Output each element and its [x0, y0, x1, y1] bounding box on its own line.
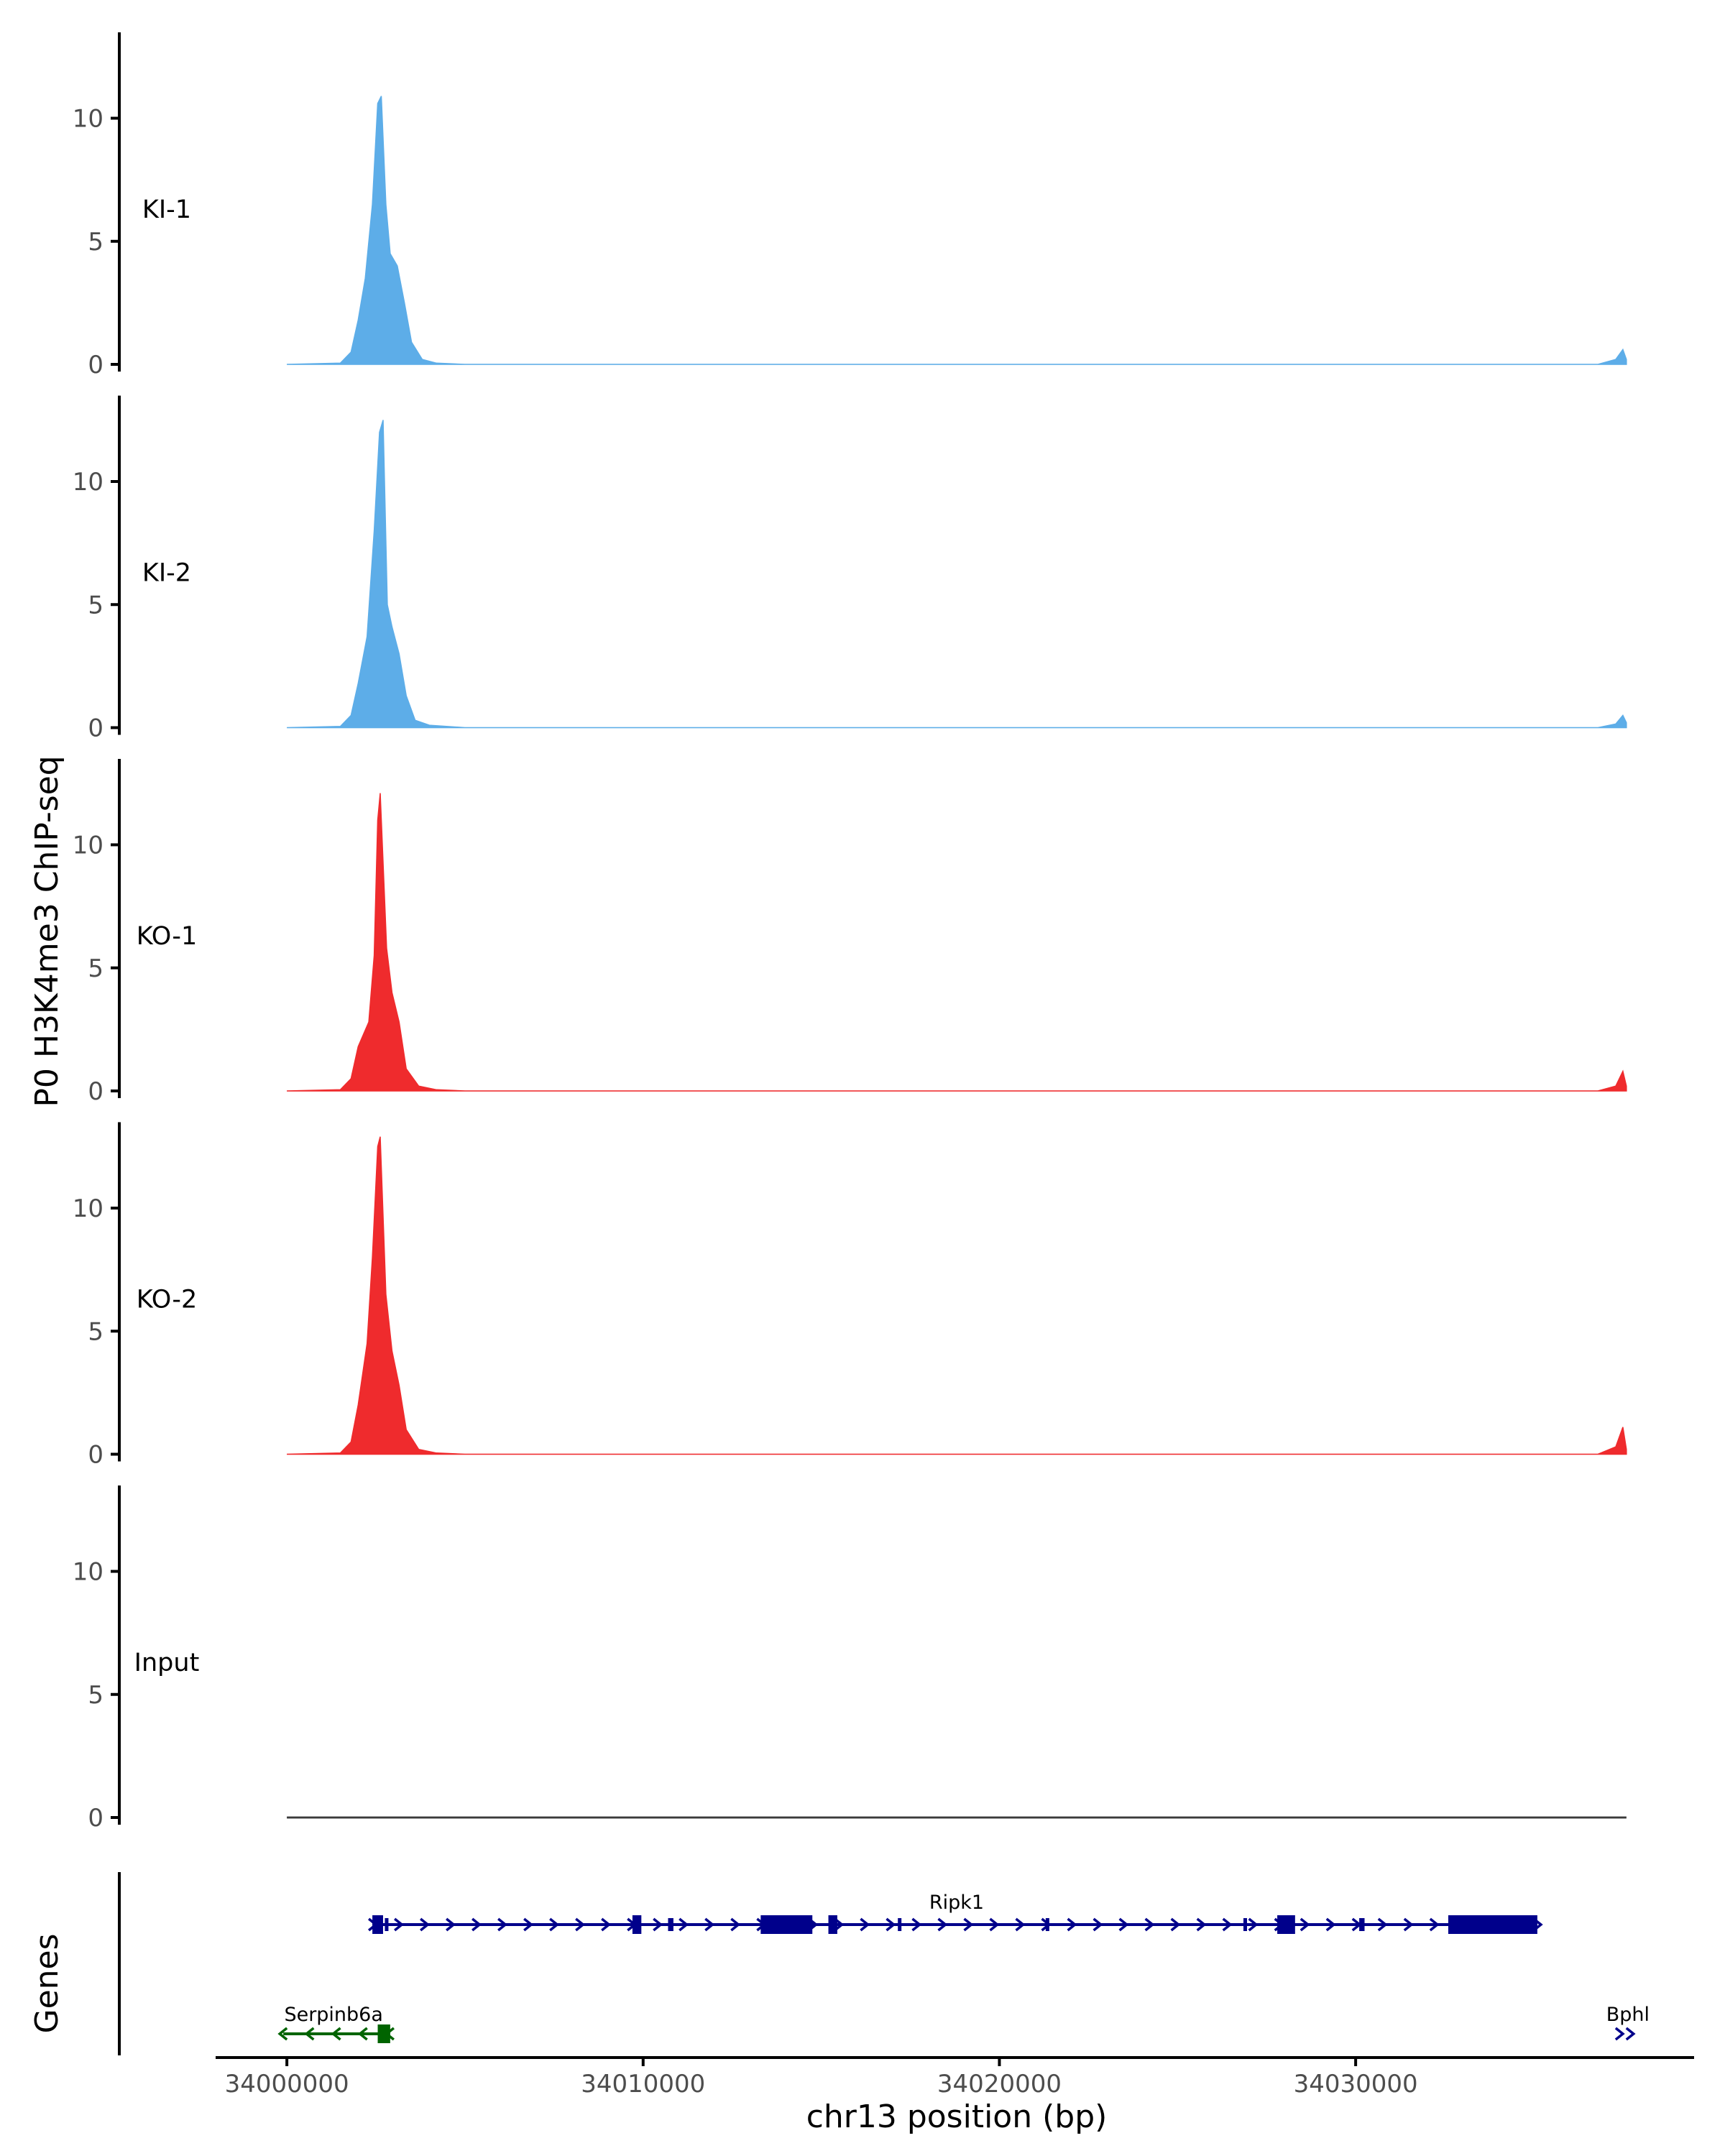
gene-label: Serpinb6a	[284, 2004, 382, 2026]
y-tick-label: 0	[88, 1441, 104, 1470]
strand-arrow	[1300, 1917, 1310, 1932]
genes-axis-title: Genes	[29, 1933, 65, 2033]
x-tick-label: 34030000	[1294, 2070, 1418, 2099]
x-tick-label: 34020000	[937, 2070, 1062, 2099]
strand-arrow	[704, 1917, 715, 1932]
y-axis-title: P0 H3K4me3 ChIP-seq	[29, 755, 65, 1107]
gene-exon	[372, 1915, 383, 1934]
signal-area	[287, 96, 1627, 365]
y-tick-label: 5	[88, 1681, 104, 1710]
gene-exon	[385, 1918, 389, 1931]
y-tick-label: 5	[88, 228, 104, 257]
gene-exon	[1359, 1918, 1365, 1931]
strand-arrow	[1403, 1917, 1414, 1932]
x-tick-label: 34000000	[225, 2070, 349, 2099]
gene-ripk1: Ripk1	[367, 1892, 1543, 1934]
track-panel-ki-2: 0 5 10 KI-2	[73, 395, 1627, 743]
strand-arrow	[446, 1917, 456, 1932]
track-panel-input: 0 5 10 Input	[73, 1485, 1627, 1833]
gene-exon	[1277, 1915, 1295, 1934]
strand-arrow	[1067, 1917, 1077, 1932]
gene-exon	[760, 1915, 813, 1934]
strand-arrow	[601, 1917, 612, 1932]
gene-exon	[632, 1915, 642, 1934]
y-tick-label: 10	[73, 1558, 104, 1587]
track-label: KI-2	[142, 559, 191, 588]
strand-arrow	[911, 1917, 922, 1932]
signal-area	[287, 420, 1627, 729]
track-label: KI-1	[142, 195, 191, 224]
track-panel-ko-2: 0 5 10 KO-2	[73, 1122, 1627, 1470]
gene-exon	[1448, 1915, 1537, 1934]
track-label: KO-1	[137, 922, 197, 951]
strand-arrow	[1248, 1917, 1259, 1932]
strand-arrow	[304, 2027, 315, 2041]
strand-arrow	[420, 1917, 430, 1932]
strand-arrow	[653, 1917, 663, 1932]
x-tick-label: 34010000	[581, 2070, 705, 2099]
y-tick-label: 0	[88, 351, 104, 379]
strand-arrow	[678, 1917, 689, 1932]
y-tick-label: 0	[88, 1804, 104, 1833]
y-tick-label: 5	[88, 591, 104, 619]
strand-arrow	[523, 1917, 534, 1932]
track-label: KO-2	[137, 1286, 197, 1314]
y-tick-label: 0	[88, 1077, 104, 1106]
x-axis-title: chr13 position (bp)	[806, 2099, 1108, 2135]
gene-bphl: Bphl	[1606, 2004, 1650, 2041]
strand-arrow	[1118, 1917, 1129, 1932]
signal-area	[287, 793, 1627, 1092]
gene-exon	[898, 1918, 902, 1931]
gene-label: Bphl	[1606, 2004, 1650, 2026]
strand-arrow	[277, 2027, 288, 2041]
strand-arrow	[730, 1917, 741, 1932]
gene-label: Ripk1	[929, 1892, 984, 1914]
strand-arrow	[963, 1917, 974, 1932]
strand-arrow	[549, 1917, 560, 1932]
gene-exon	[668, 1918, 673, 1931]
y-tick-label: 5	[88, 954, 104, 983]
y-tick-label: 10	[73, 831, 104, 860]
strand-arrow	[1377, 1917, 1388, 1932]
strand-arrow	[1429, 1917, 1440, 1932]
strand-arrow	[1015, 1917, 1026, 1932]
strand-arrow	[937, 1917, 948, 1932]
strand-arrow	[472, 1917, 482, 1932]
y-tick-label: 10	[73, 105, 104, 134]
strand-arrow	[1222, 1917, 1233, 1932]
x-axis: 34000000 34010000 34020000 34030000	[216, 2056, 1694, 2099]
strand-arrow	[1625, 2027, 1636, 2041]
y-tick-label: 10	[73, 468, 104, 497]
strand-arrow	[886, 1917, 896, 1932]
strand-arrow	[394, 1917, 404, 1932]
track-panel-ko-1: 0 5 10 KO-1	[73, 759, 1627, 1106]
strand-arrow	[357, 2027, 368, 2041]
tracks-layer: 0 5 10 KI-1 0 5 10 KI-2 0 5 10 KO-1 0 5 10 KO-2 0 5 10 Inpu…	[73, 32, 1627, 1833]
gene-exon	[1243, 1918, 1247, 1931]
strand-arrow	[575, 1917, 586, 1932]
strand-arrow	[497, 1917, 507, 1932]
strand-arrow	[1092, 1917, 1103, 1932]
track-panel-ki-1: 0 5 10 KI-1	[73, 32, 1627, 379]
gene-exon	[828, 1915, 837, 1934]
strand-arrow	[1196, 1917, 1207, 1932]
y-tick-label: 0	[88, 714, 104, 743]
gene-exon	[377, 2024, 390, 2043]
strand-arrow	[1144, 1917, 1155, 1932]
signal-area	[287, 1136, 1627, 1455]
gene-exon	[1045, 1918, 1049, 1931]
strand-arrow	[860, 1917, 870, 1932]
strand-arrow	[1170, 1917, 1181, 1932]
strand-arrow	[1325, 1917, 1336, 1932]
gene-serpinb6a: Serpinb6a	[277, 2004, 395, 2043]
track-label: Input	[134, 1649, 200, 1677]
y-tick-label: 10	[73, 1194, 104, 1223]
strand-arrow	[331, 2027, 341, 2041]
strand-arrow	[989, 1917, 1000, 1932]
genes-layer: Ripk1 Serpinb6a Bphl	[118, 1872, 1650, 2055]
y-tick-label: 5	[88, 1317, 104, 1346]
strand-arrow	[1614, 2027, 1625, 2041]
